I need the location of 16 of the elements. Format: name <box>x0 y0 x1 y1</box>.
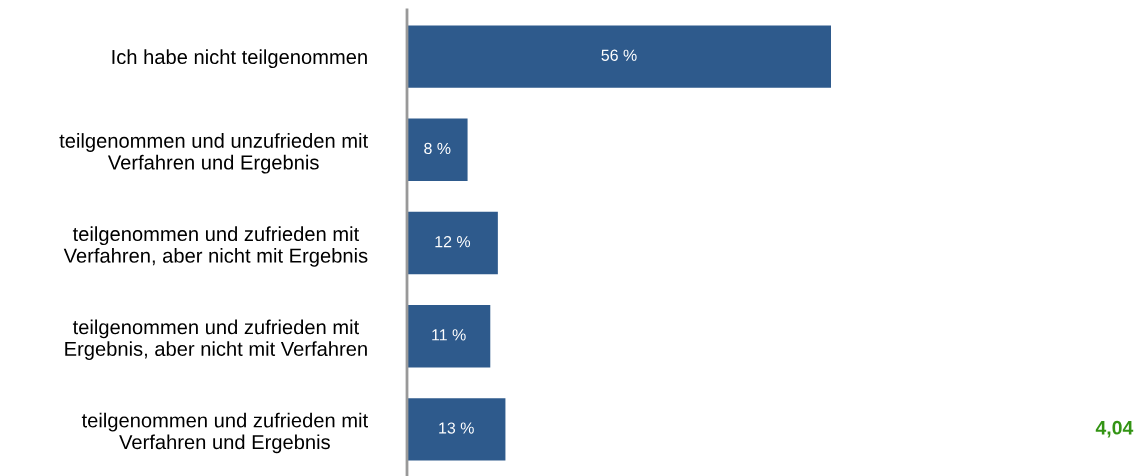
y-tick-label: teilgenommen und zufrieden mit Ergebnis, aber nicht mit Verfahren <box>65 319 367 360</box>
y-tick-label: Ich habe nicht teilgenommen <box>112 49 367 69</box>
y-tick-label: teilgenommen und unzufrieden mit Verfahren und Ergebnis <box>59 133 368 174</box>
data-label: 8 % <box>424 142 451 155</box>
bar <box>407 398 506 461</box>
data-label: 56 % <box>601 49 637 61</box>
text: 4,04 <box>1095 420 1134 438</box>
bar <box>407 211 498 275</box>
data-label: 11 % <box>432 329 466 341</box>
bar <box>407 304 491 368</box>
data-label: 12 % <box>435 235 471 248</box>
y-tick-label: teilgenommen und zufrieden mit Verfahren, aber nicht mit Ergebnis <box>63 226 368 267</box>
bar <box>407 25 831 88</box>
y-tick-label: teilgenommen und zufrieden mit Verfahren und Ergebnis <box>81 412 368 454</box>
bar <box>407 118 468 182</box>
data-label: 13 % <box>439 422 474 434</box>
